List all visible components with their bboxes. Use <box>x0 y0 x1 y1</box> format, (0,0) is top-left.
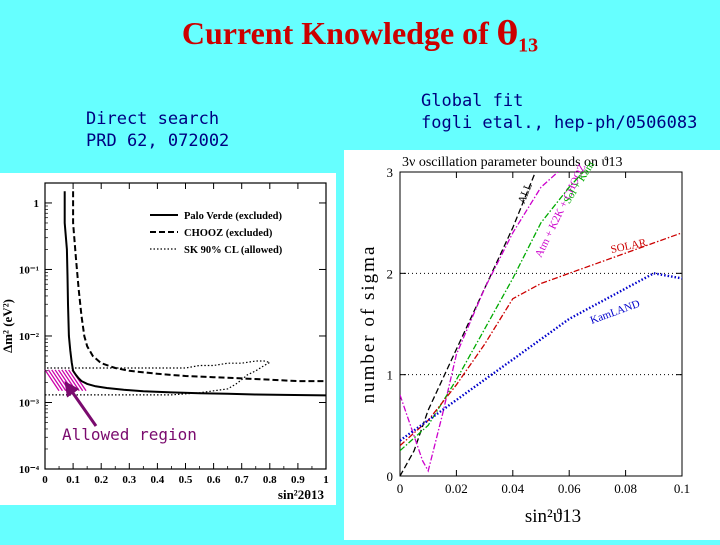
allowed-hatch-line <box>51 369 67 392</box>
left-chart-panel: 0 0.1 0.2 0.3 0.4 0.5 0.6 0.7 0.8 0.9 1 10⁻⁴ 10⁻³ 10⁻… <box>0 173 336 505</box>
right-series-label: SOLAR <box>610 237 648 256</box>
right-caption-line-1: Global fit <box>421 91 524 111</box>
title-subscript: 13 <box>518 34 539 57</box>
x-tick-label: 0.4 <box>151 474 165 486</box>
x-tick-label: 0.6 <box>207 474 221 486</box>
right-y-tick-label: 0 <box>387 469 394 484</box>
x-tick-label: 0.1 <box>66 474 80 486</box>
left-series-line <box>45 360 272 396</box>
x-tick-label: 0.2 <box>94 474 108 486</box>
x-tick-label: 0.3 <box>122 474 136 486</box>
right-plot-frame <box>399 171 683 477</box>
right-series-line <box>400 172 537 476</box>
x-tick-label: 0 <box>42 474 48 486</box>
theta-symbol: θ <box>496 14 519 52</box>
right-caption-line-2: fogli etal., hep-ph/0506083 <box>421 113 698 133</box>
right-x-tick-label: 0.08 <box>614 481 637 496</box>
left-x-axis-label: sin²2θ13 <box>278 487 325 502</box>
right-chart-panel: 3ν oscillation parameter bounds on ϑ13 0 0… <box>344 150 720 540</box>
y-tick-label: 10⁻¹ <box>19 264 39 276</box>
title-text: Current Knowledge of <box>181 15 497 51</box>
right-y-axis-label: number of sigma <box>358 245 379 404</box>
right-caption: Global fit fogli etal., hep-ph/0506083 <box>421 90 697 134</box>
left-exclusion-chart: 0 0.1 0.2 0.3 0.4 0.5 0.6 0.7 0.8 0.9 1 10⁻⁴ 10⁻³ 10⁻… <box>0 182 329 502</box>
left-series-line <box>63 191 327 397</box>
x-tick-label: 0.7 <box>235 474 249 486</box>
left-caption-line-2: PRD 62, 072002 <box>86 131 230 151</box>
right-series-line <box>400 172 559 473</box>
allowed-region-label: Allowed region <box>62 425 197 444</box>
left-caption: Direct search PRD 62, 072002 <box>86 108 229 152</box>
left-series-line <box>72 191 326 383</box>
x-tick-label: 0.8 <box>263 474 277 486</box>
right-x-tick-label: 0.1 <box>674 481 690 496</box>
left-legend-label: CHOOZ (excluded) <box>184 228 273 239</box>
right-y-tick-label: 1 <box>387 368 394 383</box>
x-tick-label: 0.9 <box>291 474 305 486</box>
y-tick-label: 10⁻³ <box>19 397 40 409</box>
y-tick-label: 10⁻⁴ <box>19 464 40 476</box>
right-x-tick-label: 0 <box>397 481 404 496</box>
right-series-line <box>400 172 584 452</box>
right-x-tick-label: 0.02 <box>445 481 468 496</box>
y-tick-label: 10⁻² <box>19 331 40 343</box>
allowed-hatch-line <box>44 369 60 392</box>
left-legend-label: Palo Verde (excluded) <box>184 211 282 222</box>
right-series-label: KamLAND <box>589 298 642 327</box>
left-y-axis-label: Δm² (eV²) <box>0 299 15 353</box>
right-x-tick-label: 0.06 <box>558 481 581 496</box>
right-y-tick-label: 2 <box>387 266 394 281</box>
left-legend-label: SK 90% CL (allowed) <box>184 245 283 256</box>
right-x-axis-label: sin²ϑ13 <box>525 506 581 527</box>
right-chart-title: 3ν oscillation parameter bounds on ϑ13 <box>402 155 623 170</box>
y-tick-label: 1 <box>34 198 40 210</box>
right-x-tick-label: 0.04 <box>501 481 524 496</box>
left-caption-line-1: Direct search <box>86 109 220 129</box>
slide-title: Current Knowledge of θ13 <box>0 14 720 57</box>
allowed-hatch-line <box>47 369 63 392</box>
right-y-tick-label: 3 <box>387 165 394 180</box>
x-tick-label: 1 <box>323 474 329 486</box>
x-tick-label: 0.5 <box>179 474 193 486</box>
